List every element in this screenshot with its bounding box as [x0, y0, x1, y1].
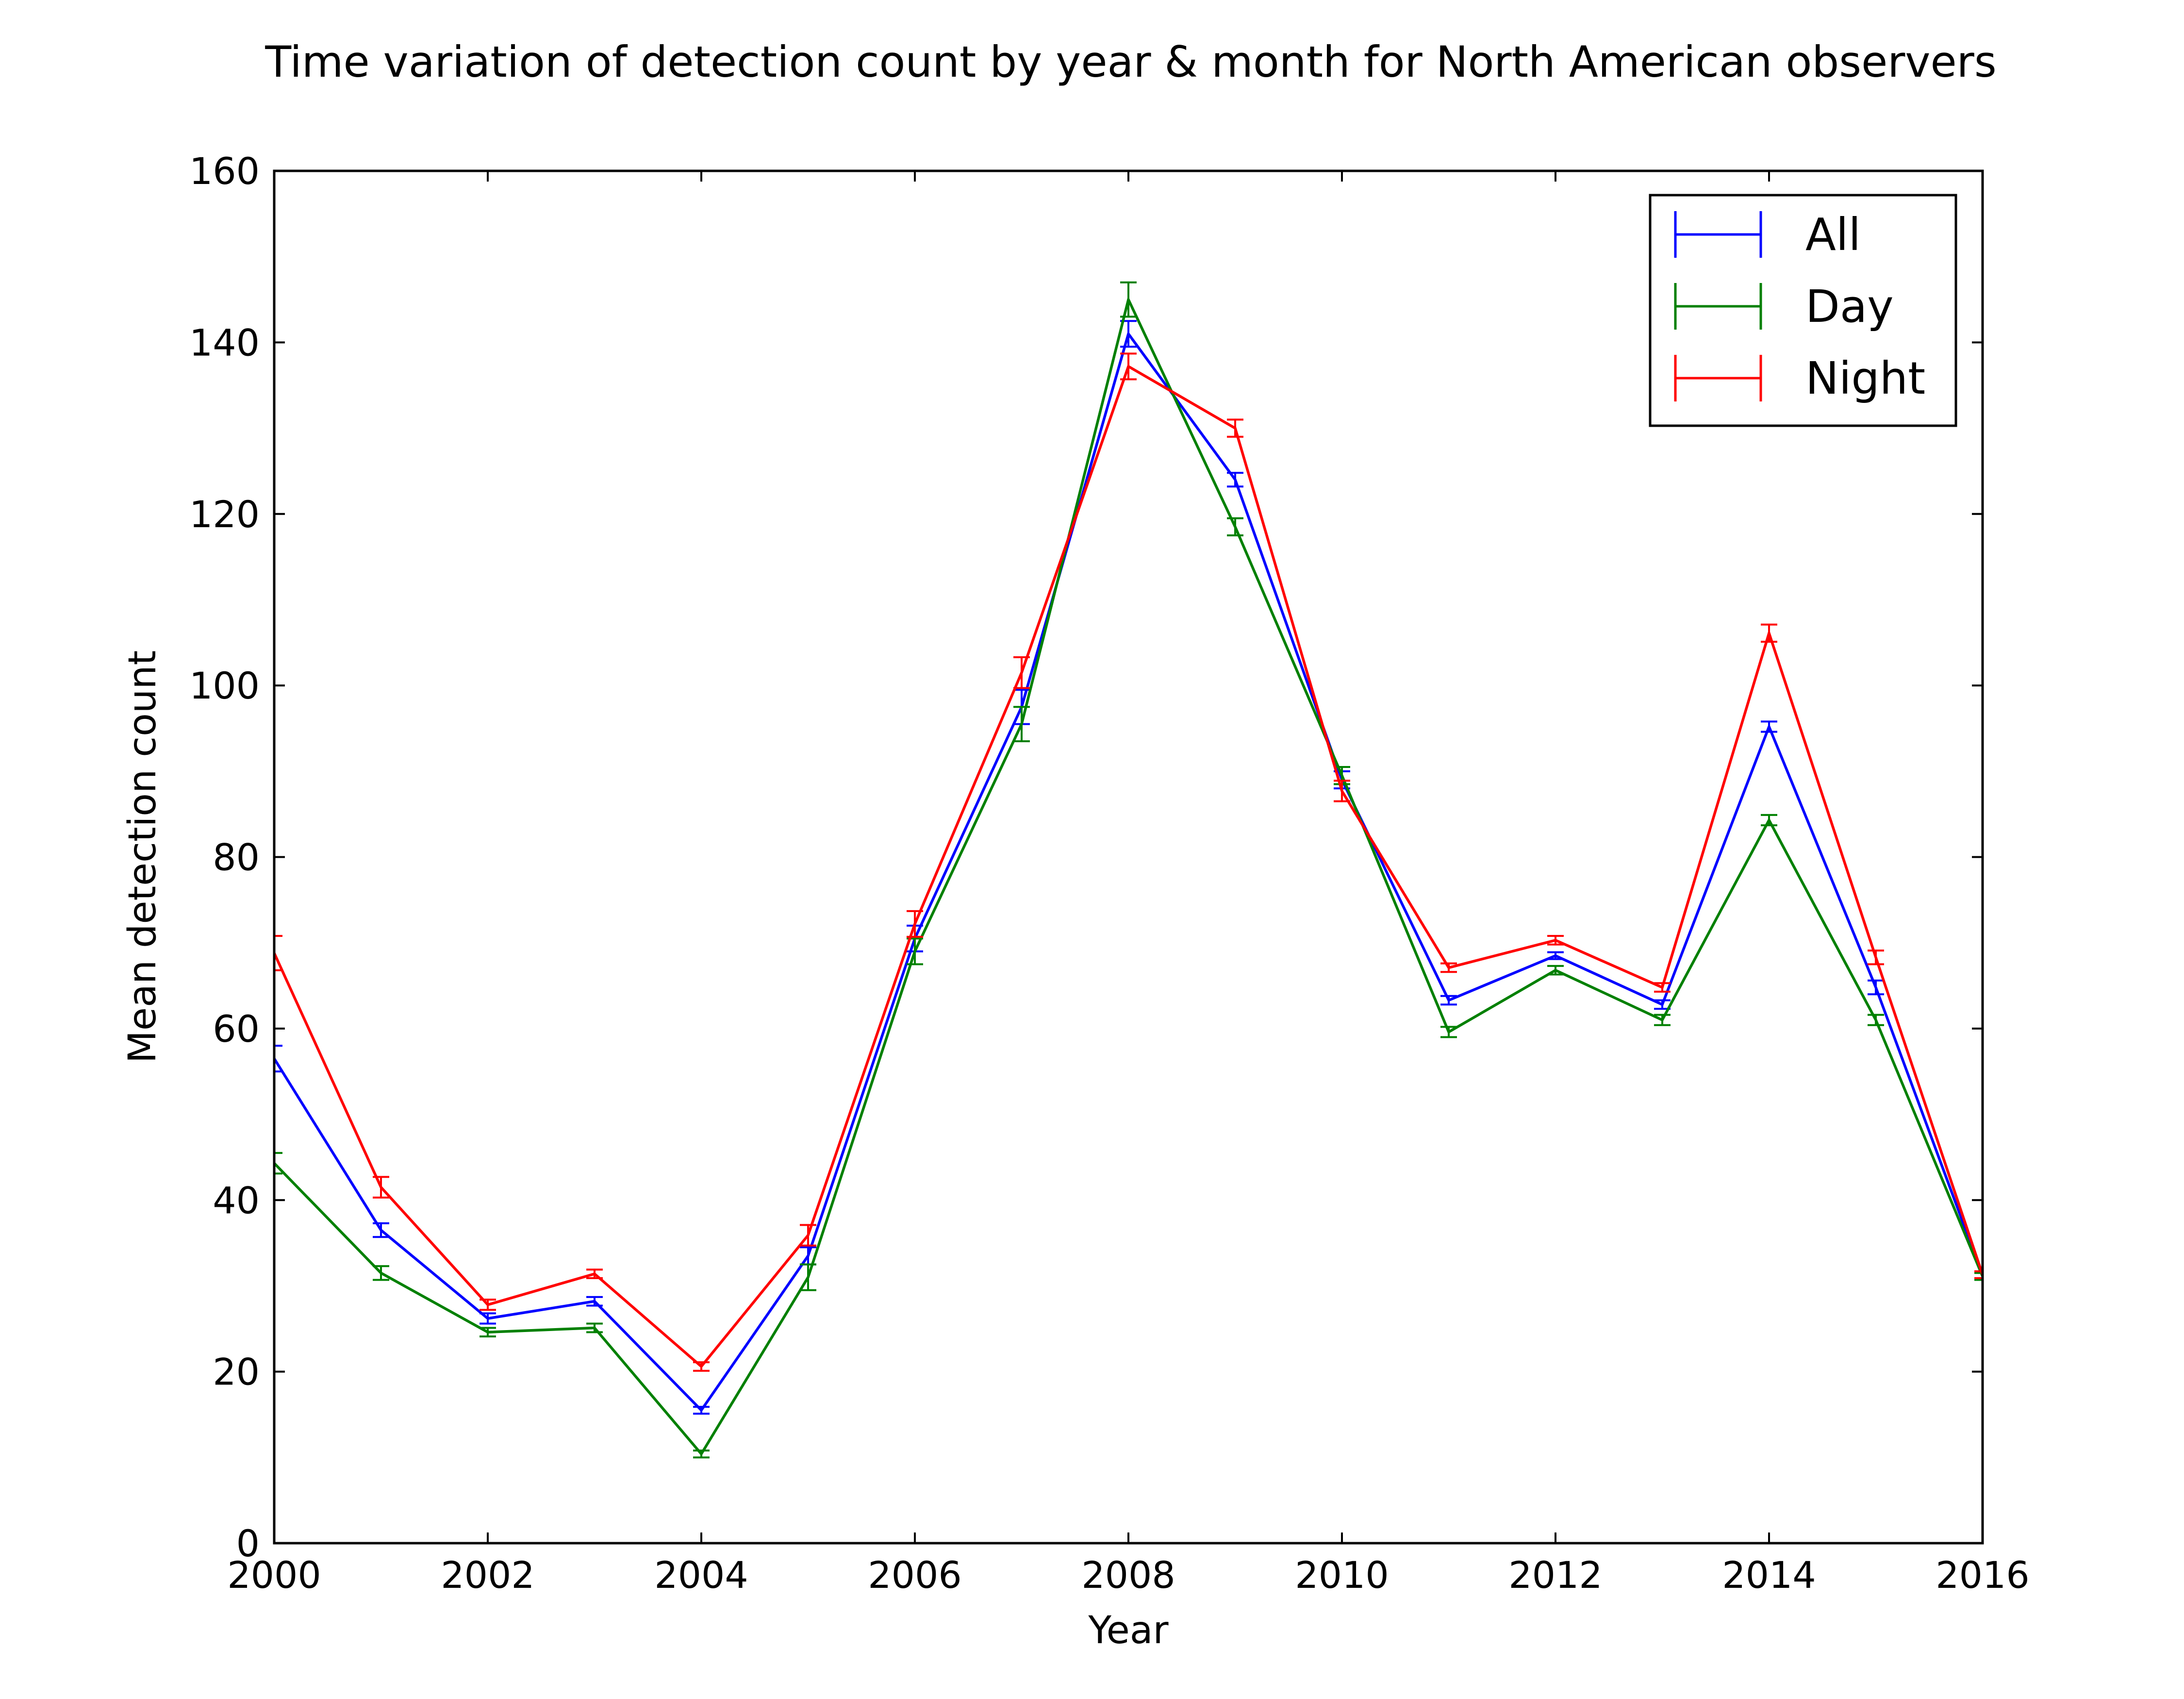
error-bar: [800, 1224, 816, 1247]
y-tick-label: 80: [213, 836, 260, 879]
error-bar: [1761, 623, 1777, 643]
error-bar: [1547, 935, 1564, 946]
error-bar: [1227, 418, 1243, 438]
error-bar: [274, 1045, 282, 1073]
series-all: [274, 320, 1983, 1415]
error-bar: [1120, 281, 1137, 318]
error-bar: [800, 1263, 816, 1291]
y-tick-label: 120: [189, 493, 260, 536]
error-bar: [1013, 656, 1030, 689]
y-tick-label: 60: [213, 1007, 260, 1050]
error-bar: [1761, 720, 1777, 733]
error-bar: [586, 1296, 603, 1307]
x-tick-label: 2006: [868, 1553, 961, 1597]
x-tick-label: 2002: [441, 1553, 534, 1597]
error-bar: [1227, 517, 1243, 536]
error-bar: [586, 1268, 603, 1280]
error-bar: [1654, 1014, 1671, 1026]
error-bar: [1440, 962, 1457, 973]
error-bar: [373, 1176, 389, 1199]
series-night: [274, 352, 1983, 1372]
error-bar: [1334, 780, 1350, 802]
x-tick-label: 2004: [654, 1553, 748, 1597]
legend-label: Day: [1805, 281, 1894, 333]
error-bar: [1761, 814, 1777, 827]
y-tick-label: 160: [189, 150, 260, 193]
error-bar: [693, 1449, 710, 1459]
chart-title: Time variation of detection count by yea…: [265, 37, 1996, 87]
legend-label: Night: [1805, 352, 1925, 404]
legend-entry-all: All: [1674, 209, 1861, 261]
error-bar: [480, 1327, 496, 1338]
error-bar: [274, 1152, 282, 1175]
legend-label: All: [1805, 209, 1861, 261]
error-bar: [1868, 949, 1884, 966]
error-bar: [693, 1406, 710, 1415]
y-tick-label: 100: [189, 664, 260, 707]
ticks-layer: 2000 2002 2004 2006 2008 2010 2012 2014 2016 0 20 4…: [189, 150, 2030, 1597]
error-bar: [1868, 979, 1884, 996]
y-tick-label: 0: [236, 1522, 260, 1565]
error-bar: [480, 1312, 496, 1325]
series-layer: [274, 281, 1983, 1459]
error-bar: [907, 910, 923, 938]
y-tick-label: 20: [213, 1350, 260, 1394]
y-tick-label: 40: [213, 1179, 260, 1222]
error-bar: [1974, 1270, 1983, 1280]
error-bar: [1440, 995, 1457, 1006]
error-bar: [1868, 1014, 1884, 1026]
x-tick-label: 2012: [1508, 1553, 1602, 1597]
x-tick-label: 2008: [1081, 1553, 1175, 1597]
x-axis-label: Year: [1088, 1609, 1169, 1652]
error-bar: [373, 1265, 389, 1281]
x-tick-label: 2000: [227, 1553, 321, 1597]
legend-entry-night: Night: [1674, 352, 1925, 404]
legend: All Day Night: [1649, 194, 1957, 427]
error-bar: [274, 935, 282, 971]
error-bar: [480, 1299, 496, 1311]
x-tick-label: 2016: [1936, 1553, 2029, 1597]
error-bar: [1227, 471, 1243, 488]
error-bar: [1440, 1026, 1457, 1038]
x-tick-label: 2010: [1295, 1553, 1389, 1597]
series-day: [274, 281, 1983, 1459]
error-bar: [373, 1222, 389, 1238]
error-bar: [1974, 1272, 1983, 1281]
error-bar: [1013, 706, 1030, 742]
y-axis-label: Mean detection count: [121, 650, 165, 1064]
error-bar: [1547, 951, 1564, 960]
error-bar: [1547, 965, 1564, 976]
legend-entry-day: Day: [1674, 281, 1894, 333]
error-bar: [1120, 352, 1137, 381]
x-tick-label: 2014: [1722, 1553, 1816, 1597]
error-bar: [693, 1361, 710, 1372]
error-bar: [586, 1322, 603, 1333]
error-bar: [1654, 982, 1671, 993]
y-tick-label: 140: [189, 321, 260, 364]
